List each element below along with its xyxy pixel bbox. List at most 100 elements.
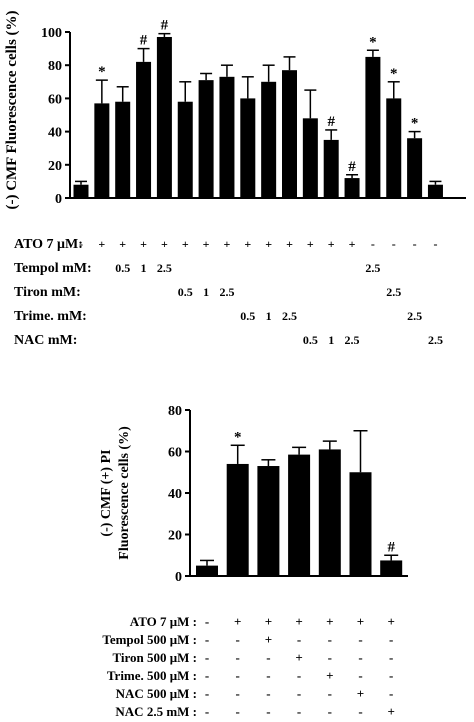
- bar: [427, 184, 443, 198]
- chart-b-conditions: ATO 7 μM : - + + + + + +Tempol 500 μM : - - + - - - -T…: [102, 614, 395, 719]
- condition-cell: 2.5: [282, 309, 297, 323]
- bar: [73, 184, 89, 198]
- y-tick-label: 20: [168, 529, 182, 544]
- bar: [302, 118, 318, 198]
- bar: [261, 81, 277, 198]
- condition-cell: -: [79, 237, 83, 251]
- y-tick-label: 100: [41, 26, 62, 41]
- condition-cell: -: [236, 686, 240, 701]
- chart-b-bars: *#: [196, 429, 403, 576]
- condition-cell: +: [265, 632, 272, 647]
- condition-cell: +: [182, 237, 189, 251]
- condition-cell: -: [236, 668, 240, 683]
- condition-cell: +: [357, 614, 364, 629]
- chart-b-y-ticks: 0 20 40 60 80: [168, 404, 190, 585]
- condition-cell: +: [265, 237, 272, 251]
- bar: [240, 98, 256, 198]
- condition-cell: -: [433, 237, 437, 251]
- condition-cell: -: [389, 650, 393, 665]
- condition-cell: +: [387, 614, 394, 629]
- chart-b: (-) CMF (+) PI Fluorescence cells (%) 0 2…: [99, 404, 408, 719]
- condition-cell: +: [244, 237, 251, 251]
- bar: [288, 454, 311, 576]
- condition-label: NAC mM:: [14, 333, 77, 348]
- condition-cell: -: [358, 632, 362, 647]
- significance-marker: *: [98, 64, 106, 80]
- condition-label: Tempol mM:: [14, 261, 92, 276]
- bar: [349, 472, 372, 576]
- condition-cell: 2.5: [219, 285, 234, 299]
- condition-cell: -: [236, 650, 240, 665]
- condition-cell: -: [389, 686, 393, 701]
- bar: [198, 80, 214, 198]
- condition-cell: 0.5: [303, 333, 318, 347]
- y-tick-label: 80: [168, 404, 182, 419]
- condition-cell: -: [297, 632, 301, 647]
- condition-cell: +: [161, 237, 168, 251]
- condition-cell: 2.5: [407, 309, 422, 323]
- chart-a-conditions: ATO 7 μM:- + + + + + + + + + + + + + - - - -Tempol mM: 0.5…: [14, 237, 443, 348]
- chart-a-y-axis-label: (-) CMF Fluorescence cells (%): [4, 10, 20, 209]
- bar: [282, 70, 297, 198]
- bar: [257, 466, 280, 576]
- condition-cell: -: [358, 668, 362, 683]
- condition-cell: -: [392, 237, 396, 251]
- condition-cell: +: [387, 704, 394, 719]
- condition-cell: +: [328, 237, 335, 251]
- condition-cell: +: [265, 614, 272, 629]
- condition-cell: 2.5: [157, 261, 172, 275]
- condition-cell: 2.5: [365, 261, 380, 275]
- condition-cell: 2.5: [386, 285, 401, 299]
- condition-cell: -: [266, 650, 270, 665]
- condition-cell: 2.5: [345, 333, 360, 347]
- bar: [115, 101, 131, 198]
- condition-label: Tiron mM:: [14, 285, 81, 300]
- chart-b-y-axis-label-line2: Fluorescence cells (%): [117, 426, 132, 560]
- condition-cell: 1: [203, 285, 209, 299]
- condition-cell: -: [328, 632, 332, 647]
- condition-cell: +: [140, 237, 147, 251]
- y-tick-label: 40: [48, 126, 62, 141]
- condition-cell: -: [328, 650, 332, 665]
- significance-marker: *: [411, 116, 419, 132]
- condition-cell: +: [295, 614, 302, 629]
- significance-marker: #: [327, 114, 335, 130]
- chart-a: (-) CMF Fluorescence cells (%) 0 20 40 60 80…: [4, 10, 466, 348]
- condition-cell: 0.5: [240, 309, 255, 323]
- condition-cell: -: [328, 686, 332, 701]
- bar: [407, 138, 423, 198]
- bar: [196, 565, 218, 576]
- bar: [344, 178, 360, 198]
- y-tick-label: 60: [48, 92, 62, 107]
- condition-cell: -: [297, 686, 301, 701]
- condition-label: ATO 7 μM :: [130, 614, 197, 629]
- y-tick-label: 0: [175, 570, 182, 585]
- condition-label: NAC 2.5 mM :: [115, 704, 197, 719]
- condition-label: NAC 500 μM :: [116, 686, 197, 701]
- bar: [156, 36, 172, 199]
- condition-cell: +: [203, 237, 210, 251]
- condition-cell: +: [307, 237, 314, 251]
- bar: [226, 463, 249, 576]
- bar: [219, 76, 235, 198]
- condition-cell: +: [286, 237, 293, 251]
- significance-marker: *: [369, 34, 377, 50]
- condition-cell: -: [266, 686, 270, 701]
- condition-cell: -: [389, 632, 393, 647]
- condition-cell: -: [266, 668, 270, 683]
- bar: [136, 61, 152, 198]
- chart-a-bars: * # # # # * * *: [73, 18, 443, 199]
- condition-cell: -: [205, 686, 209, 701]
- significance-marker: #: [161, 18, 169, 34]
- bar: [177, 101, 193, 198]
- condition-cell: -: [297, 668, 301, 683]
- bar: [365, 56, 381, 199]
- condition-label: ATO 7 μM:: [14, 237, 83, 252]
- bar: [386, 98, 402, 198]
- bar: [94, 103, 110, 198]
- condition-cell: 1: [328, 333, 334, 347]
- condition-cell: +: [349, 237, 356, 251]
- condition-cell: +: [119, 237, 126, 251]
- condition-label: Tiron 500 μM :: [112, 650, 197, 665]
